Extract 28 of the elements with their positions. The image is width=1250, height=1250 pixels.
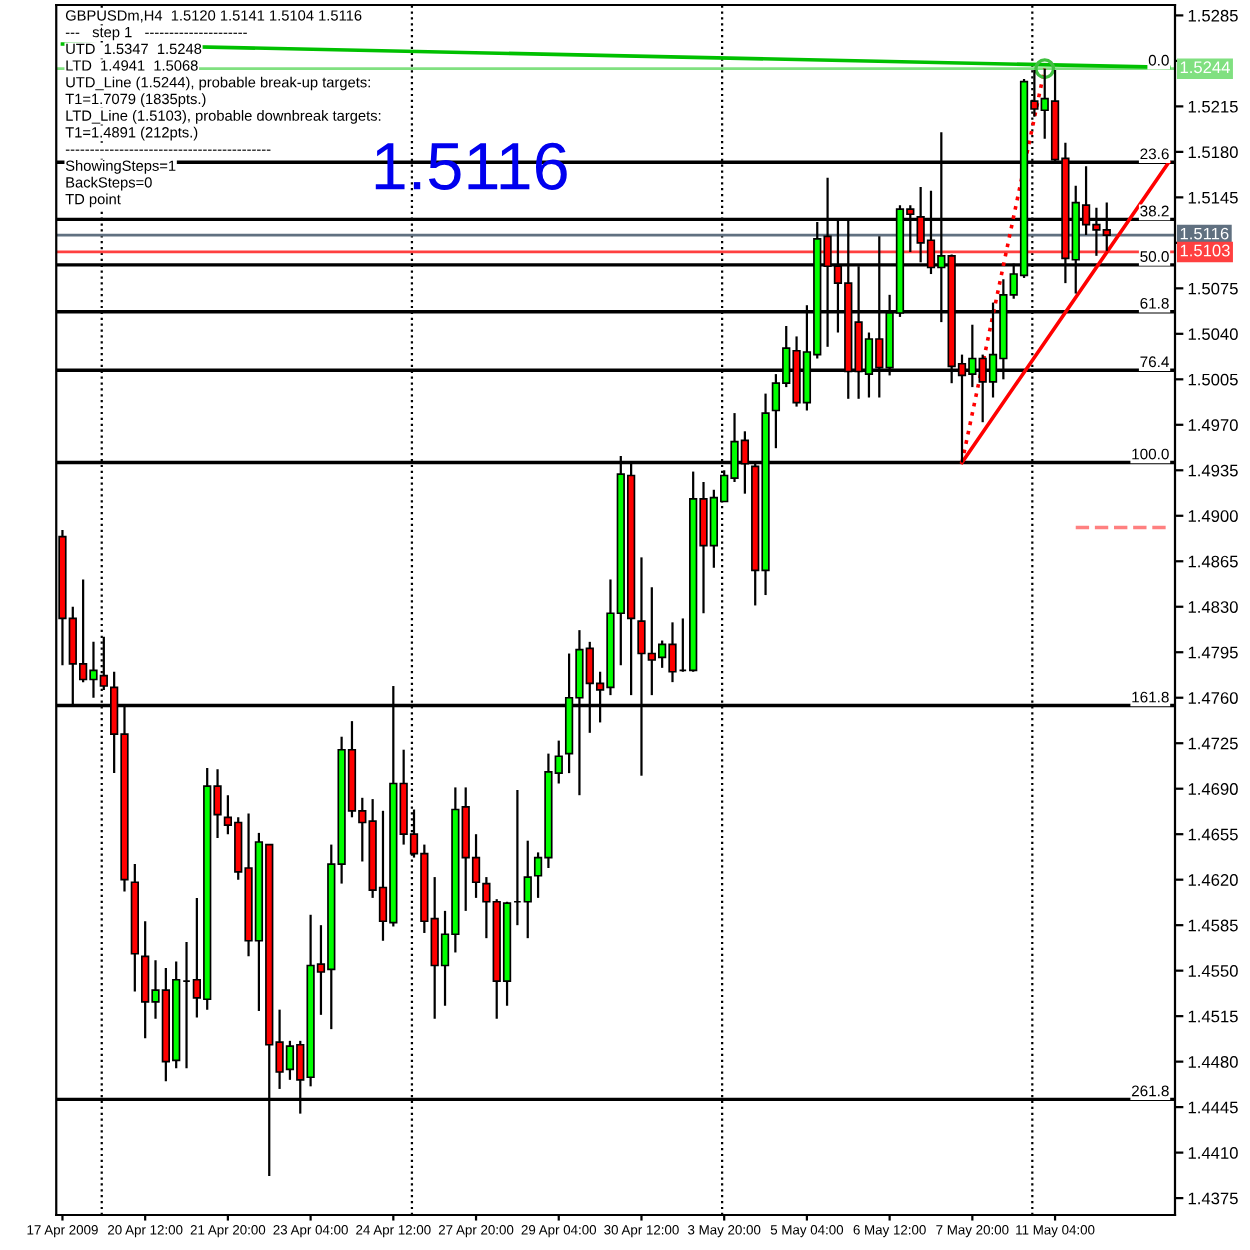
y-tick-label: 1.5180 — [1188, 146, 1238, 159]
y-tick-label: 1.4900 — [1188, 510, 1238, 522]
y-tick-label: 1.4830 — [1188, 601, 1238, 613]
y-tick-label: 1.4795 — [1188, 646, 1238, 659]
y-tick-label: 1.4690 — [1188, 783, 1238, 795]
y-tick-label: 1.4515 — [1188, 1010, 1238, 1023]
y-tick-label: 1.4760 — [1188, 692, 1238, 704]
y-tick-label: 1.4585 — [1188, 919, 1238, 932]
y-tick-label: 1.5145 — [1188, 191, 1238, 204]
y-tick-label: 1.5215 — [1188, 100, 1238, 113]
y-tick-label: 1.5075 — [1188, 282, 1238, 295]
y-tick-label: 1.4445 — [1188, 1101, 1238, 1114]
y-tick-label: 1.4655 — [1188, 828, 1238, 841]
y-tick-label: 1.4410 — [1188, 1147, 1238, 1159]
y-tick-label: 1.5285 — [1188, 9, 1238, 22]
y-tick-label: 1.4935 — [1188, 464, 1238, 477]
y-tick-label: 1.4725 — [1188, 737, 1238, 750]
y-tick-label: 1.4550 — [1188, 965, 1238, 977]
y-tick-label: 1.5040 — [1188, 328, 1238, 341]
y-tick-label: 1.4620 — [1188, 874, 1238, 886]
y-tick-label: 1.4970 — [1188, 419, 1238, 431]
ref-line-label: 1.5116 — [1180, 227, 1229, 240]
y-tick-label: 1.4865 — [1188, 555, 1238, 568]
y-tick-label: 1.5005 — [1188, 373, 1238, 386]
ref-line-label: 1.5244 — [1180, 61, 1230, 74]
y-tick-label: 1.4375 — [1188, 1192, 1238, 1205]
y-tick-label: 1.4480 — [1188, 1056, 1238, 1068]
ref-line-label: 1.5103 — [1180, 244, 1230, 257]
